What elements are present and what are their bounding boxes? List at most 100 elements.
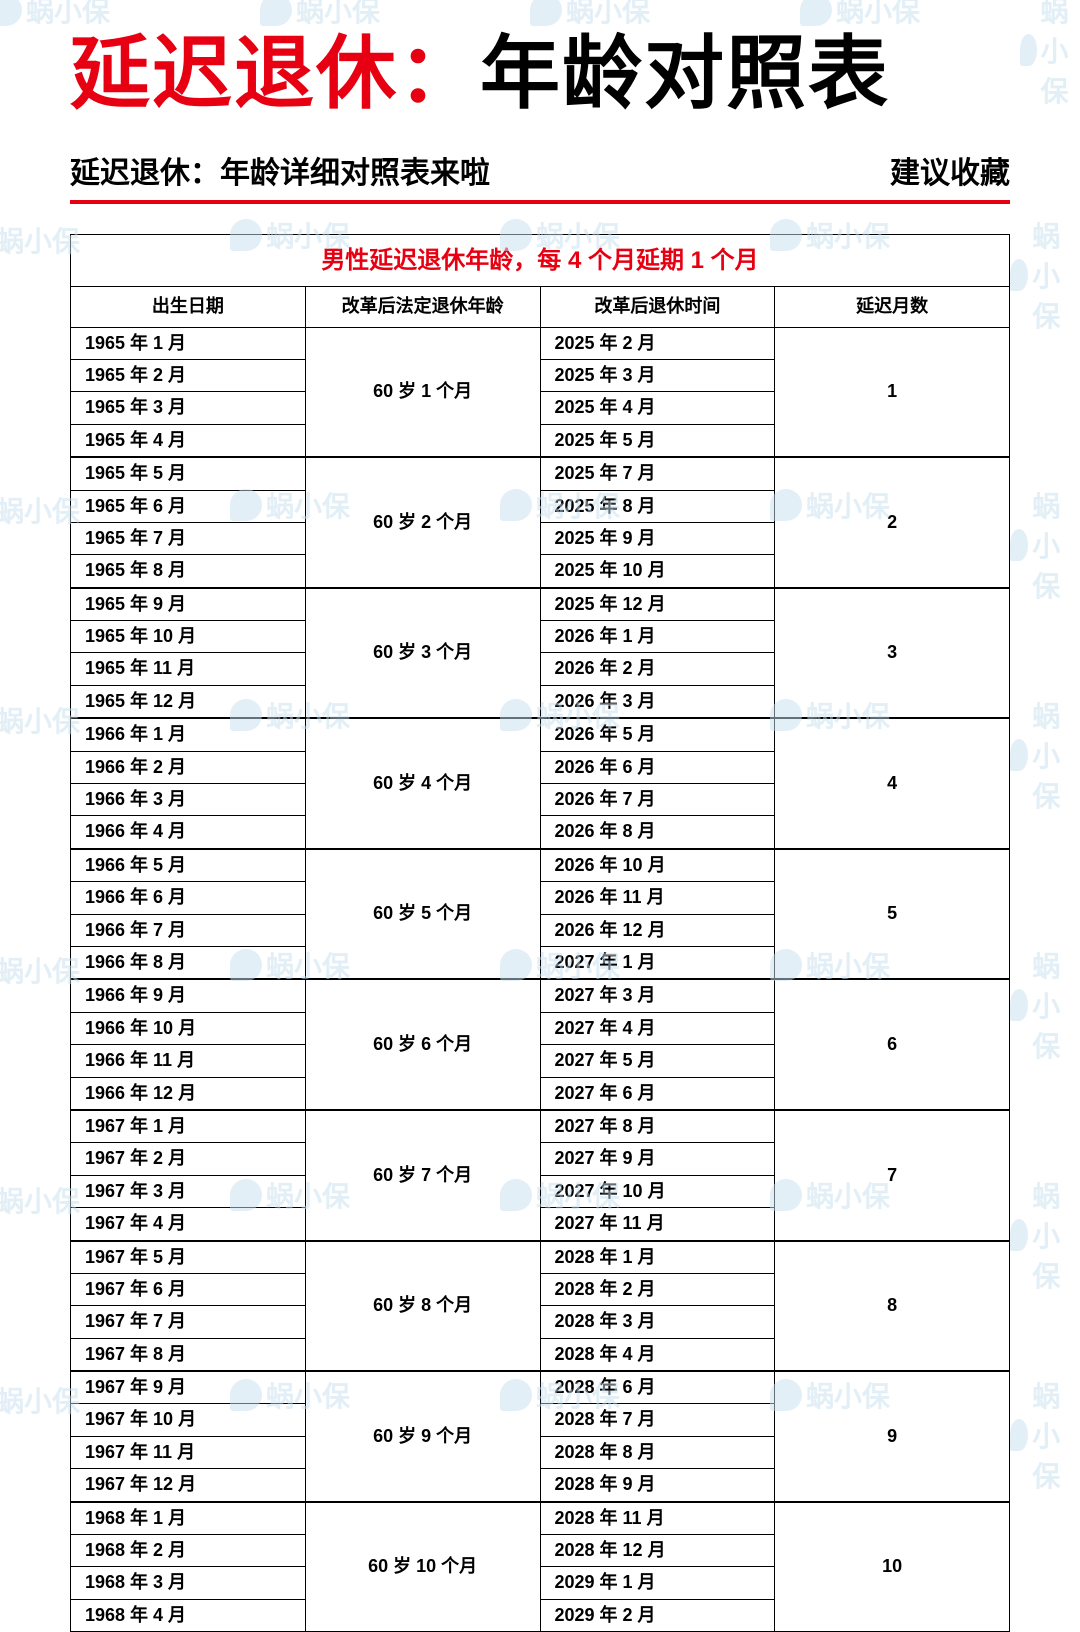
cell-birth: 1966 年 9 月 — [71, 979, 306, 1012]
cell-delay-months: 6 — [775, 979, 1010, 1110]
cell-retire-time: 2028 年 11 月 — [540, 1502, 775, 1535]
cell-birth: 1967 年 10 月 — [71, 1404, 306, 1436]
cell-retire-time: 2027 年 9 月 — [540, 1143, 775, 1175]
subheader-right: 建议收藏 — [890, 148, 1010, 192]
cell-retire-time: 2025 年 10 月 — [540, 555, 775, 588]
col-retire-time: 改革后退休时间 — [540, 287, 775, 327]
cell-birth: 1968 年 2 月 — [71, 1535, 306, 1567]
cell-retire-time: 2026 年 11 月 — [540, 882, 775, 914]
cell-delay-months: 7 — [775, 1110, 1010, 1241]
cell-retire-time: 2026 年 5 月 — [540, 718, 775, 751]
cell-retire-age: 60 岁 3 个月 — [305, 588, 540, 719]
col-age: 改革后法定退休年龄 — [305, 287, 540, 327]
watermark: 蜗小保 — [1010, 1375, 1080, 1495]
cell-birth: 1965 年 2 月 — [71, 359, 306, 391]
table-header-row: 出生日期 改革后法定退休年龄 改革后退休时间 延迟月数 — [71, 287, 1010, 327]
cell-retire-age: 60 岁 4 个月 — [305, 718, 540, 849]
watermark-icon — [1010, 259, 1028, 291]
cell-retire-time: 2025 年 3 月 — [540, 359, 775, 391]
cell-retire-time: 2026 年 8 月 — [540, 816, 775, 849]
cell-retire-time: 2029 年 2 月 — [540, 1599, 775, 1631]
cell-retire-time: 2025 年 8 月 — [540, 490, 775, 522]
cell-retire-time: 2028 年 8 月 — [540, 1436, 775, 1468]
cell-delay-months: 4 — [775, 718, 1010, 849]
cell-birth: 1965 年 3 月 — [71, 392, 306, 424]
cell-retire-time: 2028 年 12 月 — [540, 1535, 775, 1567]
watermark-text: 蜗小保 — [0, 1180, 80, 1220]
cell-birth: 1967 年 8 月 — [71, 1338, 306, 1371]
cell-retire-time: 2028 年 9 月 — [540, 1469, 775, 1502]
cell-birth: 1966 年 10 月 — [71, 1012, 306, 1044]
watermark: 蜗小保 — [0, 490, 80, 530]
cell-retire-time: 2026 年 12 月 — [540, 914, 775, 946]
watermark: 蜗小保 — [0, 1180, 80, 1220]
sub-header: 延迟退休：年龄详细对照表来啦 建议收藏 — [70, 148, 1010, 204]
col-birth: 出生日期 — [71, 287, 306, 327]
cell-retire-time: 2028 年 4 月 — [540, 1338, 775, 1371]
cell-retire-time: 2028 年 6 月 — [540, 1371, 775, 1404]
cell-retire-time: 2025 年 7 月 — [540, 457, 775, 490]
cell-birth: 1967 年 2 月 — [71, 1143, 306, 1175]
cell-birth: 1967 年 4 月 — [71, 1208, 306, 1241]
watermark-text: 蜗小保 — [1032, 1175, 1080, 1295]
cell-birth: 1966 年 5 月 — [71, 849, 306, 882]
cell-birth: 1965 年 7 月 — [71, 522, 306, 554]
cell-birth: 1965 年 4 月 — [71, 424, 306, 457]
cell-delay-months: 9 — [775, 1371, 1010, 1502]
cell-retire-time: 2027 年 8 月 — [540, 1110, 775, 1143]
watermark-text: 蜗小保 — [1032, 215, 1080, 335]
watermark: 蜗小保 — [1010, 1175, 1080, 1295]
watermark: 蜗小保 — [0, 1380, 80, 1420]
cell-retire-time: 2026 年 10 月 — [540, 849, 775, 882]
col-delay: 延迟月数 — [775, 287, 1010, 327]
cell-retire-time: 2026 年 1 月 — [540, 621, 775, 653]
cell-birth: 1966 年 11 月 — [71, 1045, 306, 1077]
cell-retire-age: 60 岁 2 个月 — [305, 457, 540, 588]
cell-retire-age: 60 岁 1 个月 — [305, 327, 540, 457]
cell-retire-age: 60 岁 8 个月 — [305, 1241, 540, 1372]
cell-birth: 1968 年 3 月 — [71, 1567, 306, 1599]
watermark: 蜗小保 — [1010, 945, 1080, 1065]
table-row: 1967 年 5 月60 岁 8 个月2028 年 1 月8 — [71, 1241, 1010, 1274]
cell-birth: 1967 年 5 月 — [71, 1241, 306, 1274]
cell-retire-age: 60 岁 9 个月 — [305, 1371, 540, 1502]
cell-birth: 1965 年 9 月 — [71, 588, 306, 621]
cell-retire-time: 2026 年 6 月 — [540, 751, 775, 783]
cell-retire-time: 2027 年 3 月 — [540, 979, 775, 1012]
cell-birth: 1965 年 1 月 — [71, 327, 306, 359]
cell-birth: 1966 年 7 月 — [71, 914, 306, 946]
cell-birth: 1967 年 7 月 — [71, 1306, 306, 1338]
cell-birth: 1967 年 3 月 — [71, 1175, 306, 1207]
watermark: 蜗小保 — [0, 220, 80, 260]
cell-retire-age: 60 岁 10 个月 — [305, 1502, 540, 1632]
watermark-text: 蜗小保 — [0, 950, 80, 990]
cell-retire-time: 2029 年 1 月 — [540, 1567, 775, 1599]
cell-birth: 1966 年 2 月 — [71, 751, 306, 783]
cell-retire-time: 2028 年 3 月 — [540, 1306, 775, 1338]
cell-retire-time: 2025 年 5 月 — [540, 424, 775, 457]
cell-birth: 1967 年 6 月 — [71, 1273, 306, 1305]
cell-birth: 1968 年 4 月 — [71, 1599, 306, 1631]
cell-delay-months: 1 — [775, 327, 1010, 457]
watermark: 蜗小保 — [0, 950, 80, 990]
cell-birth: 1965 年 11 月 — [71, 653, 306, 685]
watermark-text: 蜗小保 — [1032, 1375, 1080, 1495]
cell-birth: 1965 年 10 月 — [71, 621, 306, 653]
cell-retire-age: 60 岁 6 个月 — [305, 979, 540, 1110]
table-row: 1965 年 9 月60 岁 3 个月2025 年 12 月3 — [71, 588, 1010, 621]
cell-retire-time: 2028 年 1 月 — [540, 1241, 775, 1274]
watermark-icon — [1010, 529, 1028, 561]
cell-birth: 1967 年 12 月 — [71, 1469, 306, 1502]
cell-retire-time: 2027 年 1 月 — [540, 947, 775, 980]
subheader-left: 延迟退休：年龄详细对照表来啦 — [70, 148, 490, 192]
cell-birth: 1968 年 1 月 — [71, 1502, 306, 1535]
cell-delay-months: 3 — [775, 588, 1010, 719]
cell-retire-time: 2026 年 3 月 — [540, 685, 775, 718]
watermark-text: 蜗小保 — [1032, 945, 1080, 1065]
watermark-text: 蜗小保 — [0, 1380, 80, 1420]
watermark-text: 蜗小保 — [0, 220, 80, 260]
table-row: 1965 年 5 月60 岁 2 个月2025 年 7 月2 — [71, 457, 1010, 490]
cell-retire-time: 2027 年 10 月 — [540, 1175, 775, 1207]
cell-retire-time: 2025 年 2 月 — [540, 327, 775, 359]
cell-birth: 1966 年 1 月 — [71, 718, 306, 751]
